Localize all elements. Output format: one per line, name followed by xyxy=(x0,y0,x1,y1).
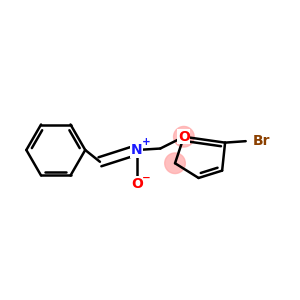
Circle shape xyxy=(165,153,185,174)
Text: N: N xyxy=(131,143,142,157)
Text: +: + xyxy=(142,137,151,147)
Text: −: − xyxy=(142,172,151,182)
Circle shape xyxy=(174,126,194,147)
Text: Br: Br xyxy=(253,134,271,148)
Text: O: O xyxy=(131,177,143,191)
Text: O: O xyxy=(178,130,190,144)
